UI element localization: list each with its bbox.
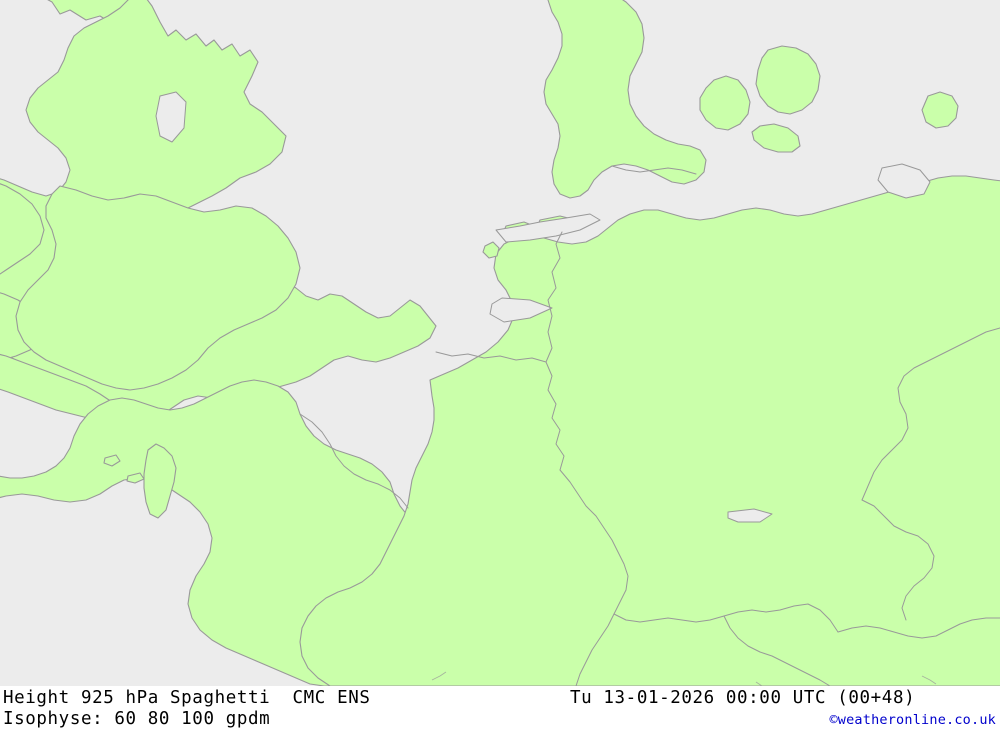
footer-title: Height 925 hPa Spaghetti CMC ENS (3, 688, 371, 708)
border-nl-de (545, 231, 563, 363)
border-de-cz (861, 499, 935, 621)
inland-water-group (155, 91, 931, 523)
isoline-fragment-top (431, 671, 447, 681)
landmass-group (0, 0, 1000, 686)
water-lake-constance (727, 508, 773, 523)
land-lolland (751, 123, 801, 153)
land-zealand (755, 45, 821, 115)
border-ch-south (575, 613, 615, 686)
land-baltic-island (921, 91, 959, 129)
water-ijsselmeer (489, 297, 553, 323)
border-nl-be (435, 351, 547, 363)
water-wadden (495, 213, 601, 243)
land-island-texel (482, 241, 500, 259)
footer-valid-time: Tu 13-01-2026 00:00 UTC (00+48) (570, 688, 916, 708)
map-graphic (0, 0, 1000, 686)
border-de-pl (861, 327, 1000, 501)
map-footer: Height 925 hPa Spaghetti CMC ENS Isophys… (0, 686, 1000, 733)
land-channel-island-a (103, 454, 121, 467)
isoline-fragment-right (921, 675, 937, 685)
border-fr-de (559, 469, 629, 615)
land-channel-island-b (126, 472, 145, 484)
water-szczecin-lagoon (877, 163, 931, 199)
border-fr-internal (299, 413, 409, 509)
border-be-lu (545, 361, 565, 471)
map-canvas[interactable] (0, 0, 1000, 686)
border-de-at (837, 617, 1000, 639)
footer-isopleth-levels: Isophyse: 60 80 100 gpdm (3, 709, 271, 729)
footer-copyright[interactable]: ©weatheronline.co.uk (829, 712, 996, 728)
border-ch-de (723, 603, 839, 633)
border-ch-it (723, 615, 831, 686)
water-loch (155, 91, 187, 143)
land-jutland (543, 0, 707, 199)
land-funen (699, 75, 751, 131)
country-border-group (299, 165, 1000, 686)
land-england-wales (15, 185, 301, 391)
border-de-dk (611, 165, 697, 175)
isoline-group (431, 671, 937, 686)
isoline-fragment-mid (755, 681, 763, 686)
border-fr-ch (613, 613, 725, 623)
land-ireland (0, 183, 45, 275)
